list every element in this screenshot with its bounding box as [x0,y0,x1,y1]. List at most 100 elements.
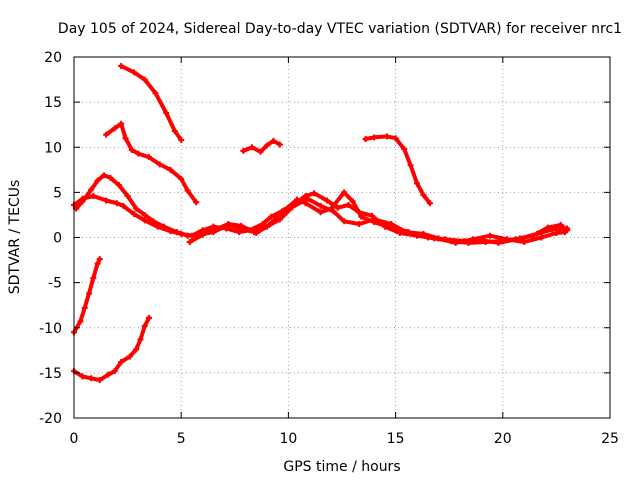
data-point [86,290,93,297]
data-point [276,216,283,223]
data-point [341,189,348,196]
data-point [384,133,391,140]
data-point [107,174,114,181]
data-point [534,230,541,237]
data-point [504,236,511,243]
data-point [238,222,245,229]
data-point [131,211,138,218]
data-point [128,146,135,153]
data-point [369,212,376,219]
data-point [111,368,118,375]
data-point [253,229,260,236]
data-point [289,203,296,210]
data-point [538,234,545,241]
data-point [133,346,140,353]
data-point [163,109,170,116]
data-point [345,202,352,209]
data-point [270,137,277,144]
x-tick-label: 10 [279,431,297,447]
data-point [171,128,178,135]
data-point [199,231,206,238]
data-point [452,239,459,246]
y-tick-label: -20 [39,411,62,427]
x-tick-label: 0 [70,431,79,447]
x-tick-label: 15 [387,431,405,447]
data-point [521,239,528,246]
data-point [167,166,174,173]
data-point [263,223,270,230]
data-point [317,209,324,216]
data-point [137,336,144,343]
data-point [167,228,174,235]
data-point [154,223,161,230]
data-point [141,217,148,224]
data-point [420,230,427,237]
data-point [193,199,200,206]
data-point [141,211,148,218]
data-point [323,197,330,204]
data-point [278,208,285,215]
data-point [118,120,125,127]
y-tick-label: 20 [44,50,62,66]
data-point [118,359,125,366]
data-point [268,213,275,220]
data-point [212,226,219,233]
data-point [263,142,270,149]
y-tick-label: -10 [39,321,62,337]
ticks-layer [73,56,611,419]
x-tick-label: 25 [601,431,619,447]
data-point [141,76,148,83]
data-point [561,229,568,236]
data-point [549,226,556,233]
series-track-a [119,64,184,142]
data-point [184,187,191,194]
data-point [90,275,97,282]
data-point [435,235,442,242]
data-point [77,318,84,325]
data-point [482,239,489,246]
data-point [141,322,148,329]
data-point [403,229,410,236]
data-point [122,135,129,142]
y-tick-label: -15 [39,366,62,382]
data-point [259,220,266,227]
data-point [392,135,399,142]
y-tick-label: 5 [53,185,62,201]
data-point [152,90,159,97]
data-point [311,190,318,197]
x-axis-label: GPS time / hours [283,459,400,475]
data-point [349,198,356,205]
data-point [101,172,108,179]
chart-title: Day 105 of 2024, Sidereal Day-to-day VTE… [58,21,622,37]
data-point [401,146,408,153]
data-point [276,141,283,148]
data-point [90,192,97,199]
data-point [81,304,88,311]
data-point [111,125,118,132]
data-point [407,162,414,169]
data-point [341,218,348,225]
data-point [248,144,255,151]
data-point [486,232,493,239]
x-tick-labels: 0 5 10 15 20 25 [70,431,619,447]
series-track-e [187,196,567,245]
data-point [178,230,185,237]
y-tick-label: -5 [48,276,62,292]
data-point [103,197,110,204]
x-tick-label: 20 [494,431,512,447]
data-point [135,150,142,157]
data-point [96,256,103,263]
data-point [362,136,369,143]
data-point [356,220,363,227]
data-point [236,229,243,236]
data-point [330,208,337,215]
y-tick-label: 0 [53,231,62,247]
series-track-g [363,134,432,206]
data-point [334,204,341,211]
data-point [317,202,324,209]
data-point [469,236,476,243]
data-point [113,200,120,207]
data-point [79,373,86,380]
data-point [88,186,95,193]
data-point [426,200,433,207]
